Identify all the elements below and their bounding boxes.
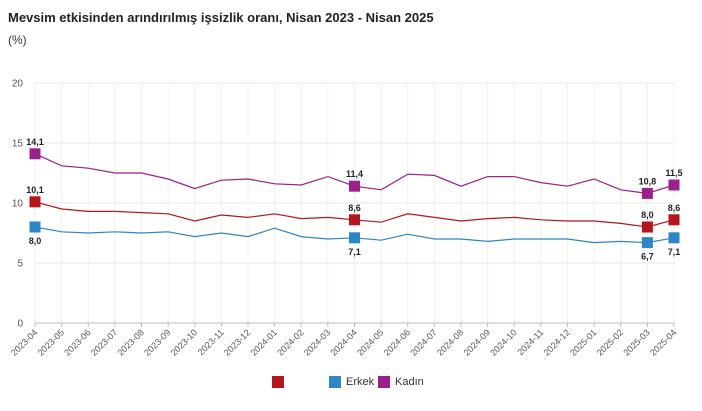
x-tick-label: 2023-07: [89, 327, 119, 357]
x-tick-label: 2024-05: [355, 327, 385, 357]
x-tick-label: 2025-01: [568, 327, 598, 357]
data-label-kadin: 10,8: [639, 176, 657, 186]
data-label-series-1: 8,0: [641, 210, 654, 220]
legend-swatch-series-1: [272, 376, 284, 388]
x-tick-label: 2024-02: [275, 327, 305, 357]
x-tick-label: 2024-08: [435, 327, 465, 357]
data-point-kadin: [29, 148, 41, 160]
data-point-erkek: [641, 237, 653, 249]
data-point-erkek: [668, 232, 680, 244]
x-tick-label: 2024-06: [382, 327, 412, 357]
x-tick-label: 2024-03: [302, 327, 332, 357]
data-label-erkek: 7,1: [668, 247, 681, 257]
x-tick-label: 2023-06: [62, 327, 92, 357]
y-tick-label: 15: [12, 139, 24, 150]
x-tick-label: 2023-11: [196, 327, 226, 357]
x-tick-label: 2024-10: [488, 327, 518, 357]
x-tick-label: 2023-09: [142, 327, 172, 357]
data-point-kadin: [349, 180, 360, 192]
chart-legend: Erkek Kadın: [0, 376, 702, 392]
y-tick-label: 5: [17, 259, 23, 270]
x-tick-label: 2023-08: [115, 327, 145, 357]
data-point-series-1: [29, 196, 41, 208]
x-tick-label: 2024-01: [249, 327, 279, 357]
data-point-erkek: [29, 221, 41, 233]
x-tick-label: 2024-09: [462, 327, 492, 357]
x-tick-label: 2025-04: [648, 327, 678, 357]
legend-item-erkek[interactable]: Erkek: [329, 376, 374, 388]
data-point-series-1: [641, 221, 653, 233]
y-tick-label: 20: [12, 79, 24, 90]
data-point-series-1: [668, 214, 680, 226]
legend-swatch-erkek: [329, 376, 341, 388]
x-tick-label: 2024-04: [328, 327, 358, 357]
legend-label-erkek: Erkek: [346, 376, 375, 388]
chart-subtitle: (%): [8, 33, 27, 47]
data-label-series-1: 10,1: [26, 185, 44, 195]
data-point-erkek: [349, 232, 360, 244]
data-point-kadin: [668, 179, 680, 191]
y-tick-label: 0: [17, 319, 23, 330]
chart-title: Mevsim etkisinden arındırılmış işsizlik …: [8, 10, 434, 25]
data-label-series-1: 8,6: [348, 203, 361, 213]
data-label-kadin: 11,5: [665, 168, 682, 178]
data-label-erkek: 8,0: [29, 236, 42, 246]
x-tick-label: 2023-05: [36, 327, 66, 357]
x-tick-label: 2024-11: [515, 327, 545, 357]
x-tick-label: 2023-12: [222, 327, 252, 357]
legend-label-kadin: Kadın: [395, 376, 424, 388]
data-label-kadin: 14,1: [26, 137, 44, 147]
data-label-erkek: 6,7: [641, 252, 654, 262]
y-tick-label: 10: [12, 199, 24, 210]
x-tick-label: 2023-04: [9, 327, 39, 357]
data-label-kadin: 11,4: [346, 169, 363, 179]
x-tick-label: 2025-03: [621, 327, 651, 357]
legend-swatch-kadin: [378, 376, 390, 388]
x-tick-label: 2025-02: [595, 327, 625, 357]
data-point-kadin: [641, 187, 653, 199]
x-tick-label: 2024-07: [408, 327, 438, 357]
x-tick-label: 2024-12: [541, 327, 571, 357]
data-label-erkek: 7,1: [348, 247, 361, 257]
legend-item-series-1[interactable]: [272, 376, 289, 388]
legend-item-kadin[interactable]: Kadın: [378, 376, 424, 388]
x-tick-label: 2023-10: [169, 327, 199, 357]
data-point-series-1: [349, 214, 360, 226]
data-label-series-1: 8,6: [668, 203, 681, 213]
